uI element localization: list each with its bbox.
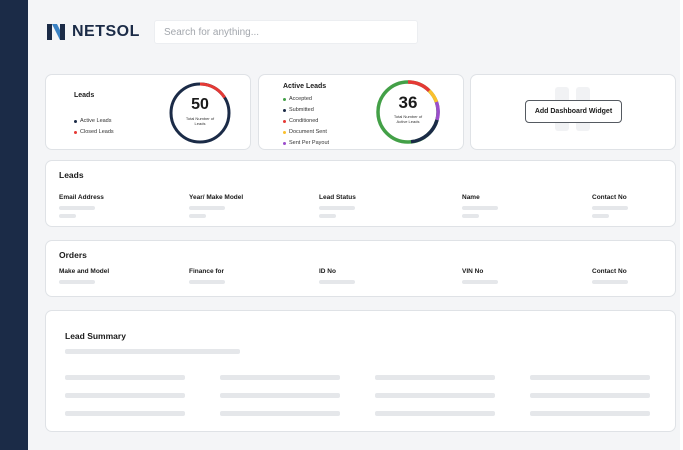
- placeholder-bar: [462, 214, 479, 218]
- column-header[interactable]: Finance for: [189, 268, 225, 275]
- brand-name: NETSOL: [72, 23, 140, 40]
- column-header[interactable]: Contact No: [592, 194, 627, 201]
- placeholder-bar: [592, 206, 628, 210]
- legend-dot: [283, 120, 286, 123]
- placeholder-bar: [375, 393, 495, 398]
- orders-section-title: Orders: [59, 250, 87, 260]
- placeholder-bar: [189, 206, 225, 210]
- placeholder-bar: [375, 411, 495, 416]
- active-leads-total-caption: Total Number of Active Leads: [393, 114, 423, 124]
- placeholder-bar: [462, 280, 498, 284]
- placeholder-bar: [319, 280, 355, 284]
- placeholder-bar: [65, 375, 185, 380]
- placeholder-bar: [375, 375, 495, 380]
- placeholder-bar: [319, 206, 355, 210]
- active-leads-donut-chart: 36 Total Number of Active Leads: [376, 80, 440, 144]
- column-header[interactable]: Contact No: [592, 268, 627, 275]
- active-leads-card: Active Leads Accepted Submitted Conditio…: [258, 74, 464, 150]
- lead-summary-card: Lead Summary: [45, 310, 676, 432]
- search-input[interactable]: [164, 26, 408, 38]
- legend-dot: [283, 142, 286, 145]
- placeholder-bar: [220, 375, 340, 380]
- active-leads-legend: Accepted Submitted Conditioned Document …: [283, 94, 329, 149]
- column-header[interactable]: Name: [462, 194, 480, 201]
- placeholder-bar: [462, 206, 498, 210]
- leads-summary-card: Leads Active Leads Closed Leads 50 Total…: [45, 74, 251, 150]
- column-header[interactable]: Make and Model: [59, 268, 110, 275]
- placeholder-bar: [59, 214, 76, 218]
- placeholder-bar: [220, 411, 340, 416]
- leads-card-title: Leads: [74, 92, 95, 99]
- legend-dot: [283, 131, 286, 134]
- placeholder-bar: [319, 214, 336, 218]
- active-leads-total-value: 36: [398, 93, 418, 112]
- placeholder-bar: [59, 206, 95, 210]
- placeholder-bar: [592, 280, 628, 284]
- column-header[interactable]: ID No: [319, 268, 336, 275]
- active-leads-card-title: Active Leads: [283, 83, 327, 90]
- column-header[interactable]: Year/ Make Model: [189, 194, 244, 201]
- legend-item: Sent Per Payout: [283, 138, 329, 149]
- legend-item: Document Sent: [283, 127, 329, 138]
- legend-item: Conditioned: [283, 116, 329, 127]
- placeholder-bar: [530, 411, 650, 416]
- leads-total-caption: Total Number of Leads: [185, 116, 215, 126]
- placeholder-bar: [220, 393, 340, 398]
- leads-donut-chart: 50 Total Number of Leads: [169, 82, 231, 144]
- legend-item: Active Leads: [74, 116, 114, 127]
- leads-table-card: Leads Email Address Year/ Make Model Lea…: [45, 160, 676, 227]
- legend-item: Accepted: [283, 94, 329, 105]
- add-dashboard-widget-button[interactable]: Add Dashboard Widget: [525, 100, 622, 123]
- leads-legend: Active Leads Closed Leads: [74, 116, 114, 138]
- legend-dot: [74, 131, 77, 134]
- placeholder-bar: [189, 280, 225, 284]
- legend-dot: [283, 98, 286, 101]
- brand-logo[interactable]: NETSOL: [46, 22, 140, 42]
- legend-dot: [283, 109, 286, 112]
- sidebar: [0, 0, 28, 450]
- placeholder-bar: [530, 393, 650, 398]
- column-header[interactable]: VIN No: [462, 268, 484, 275]
- placeholder-bar: [189, 214, 206, 218]
- leads-section-title: Leads: [59, 170, 84, 180]
- placeholder-bar: [65, 411, 185, 416]
- netsol-logo-icon: [47, 24, 65, 40]
- legend-item: Submitted: [283, 105, 329, 116]
- lead-summary-title: Lead Summary: [65, 331, 126, 341]
- placeholder-bar: [59, 280, 95, 284]
- leads-total-value: 50: [191, 96, 209, 113]
- legend-item: Closed Leads: [74, 127, 114, 138]
- placeholder-bar: [65, 393, 185, 398]
- search-bar[interactable]: [154, 20, 418, 44]
- placeholder-bar: [592, 214, 609, 218]
- placeholder-bar: [65, 349, 240, 354]
- column-header[interactable]: Lead Status: [319, 194, 356, 201]
- legend-dot: [74, 120, 77, 123]
- orders-table-card: Orders Make and Model Finance for ID No …: [45, 240, 676, 297]
- placeholder-bar: [530, 375, 650, 380]
- column-header[interactable]: Email Address: [59, 194, 104, 201]
